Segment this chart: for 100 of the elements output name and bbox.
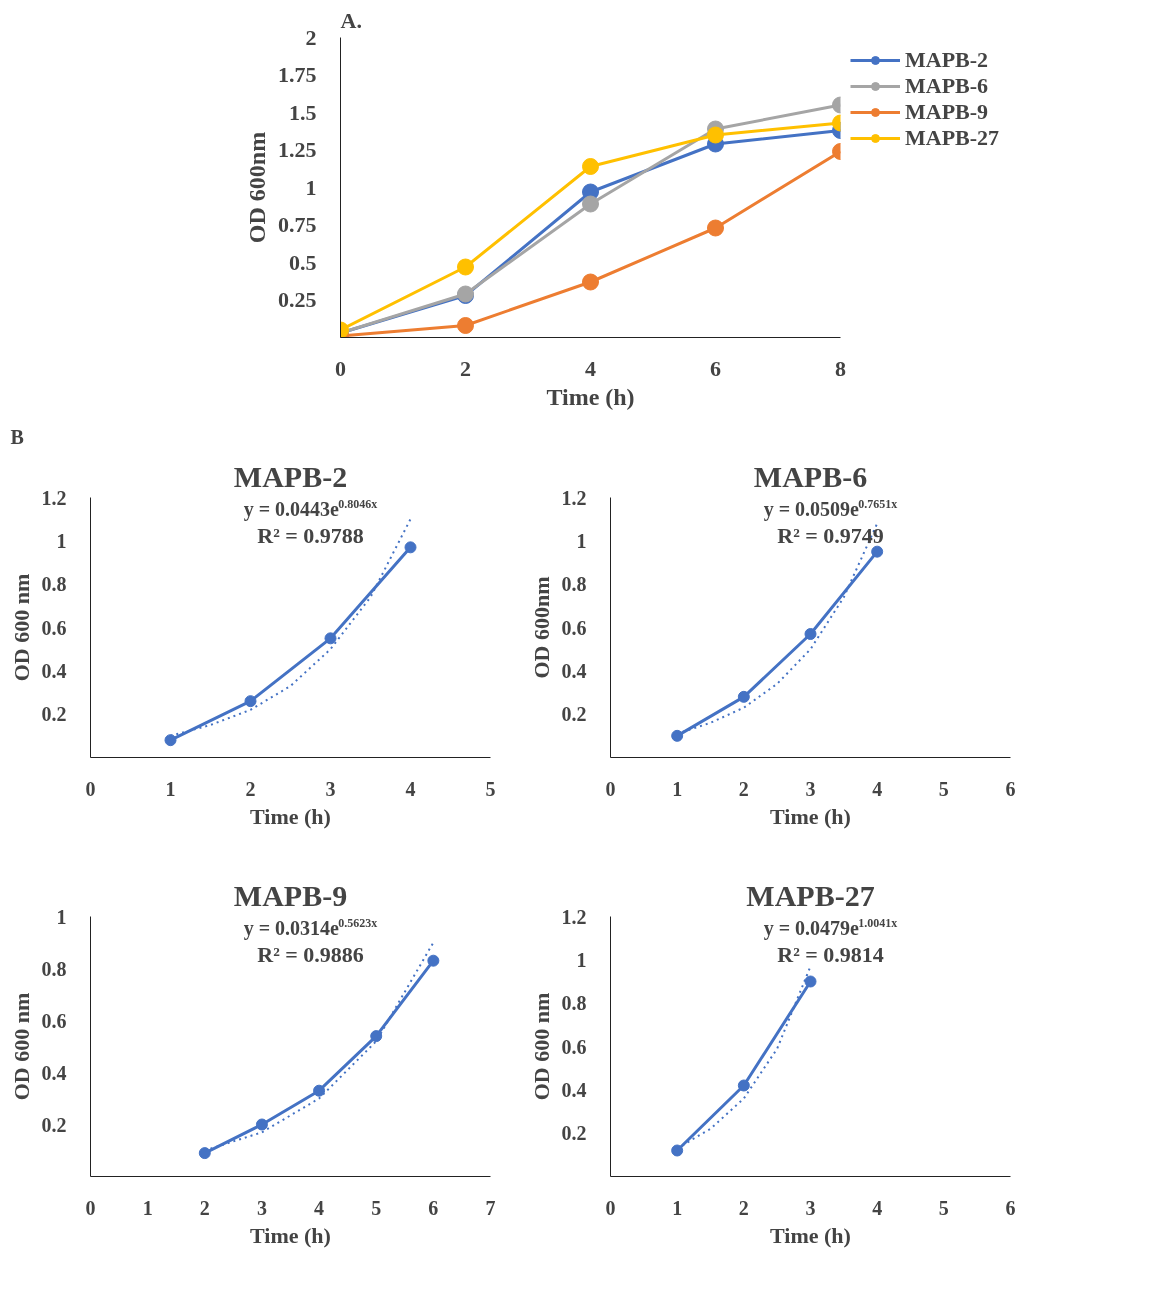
y-tick-label: 0.2 [41,703,67,726]
x-tick-label: 8 [835,355,846,381]
chart-title: MAPB-27 [746,878,875,912]
point [313,1084,326,1097]
x-tick-label: 3 [256,1196,267,1219]
y-axis-title: OD 600 nm [528,992,554,1101]
point [427,954,440,967]
x-tick-label: 2 [738,1196,749,1219]
y-tick-label: 0.4 [41,1061,67,1084]
point [804,975,817,988]
x-axis-title: Time (h) [546,383,635,410]
y-tick-label: 0.4 [561,659,587,682]
point [255,1118,268,1131]
x-tick-label: 0 [605,777,616,800]
legend-label: MAPB-9 [905,99,989,125]
y-tick-label: 1 [56,529,67,552]
y-tick-label: 0.8 [561,992,587,1015]
y-tick-label: 0.2 [41,1113,67,1136]
x-tick-label: 0 [335,355,346,381]
x-tick-label: 2 [199,1196,210,1219]
point [737,690,750,703]
x-tick-label: 5 [485,777,496,800]
point [404,541,417,554]
y-axis-title: OD 600 nm [8,573,34,682]
y-tick-label: 0.25 [278,287,317,312]
y-tick-label: 1 [576,948,587,971]
x-tick-label: 5 [938,1196,949,1219]
x-tick-label: 2 [245,777,256,800]
y-tick-label: 0.2 [561,1122,587,1145]
point [707,219,724,237]
point [164,734,177,747]
y-tick-label: 0.6 [41,616,67,639]
point [707,126,724,144]
y-tick-label: 1 [56,905,67,928]
point [671,1144,684,1157]
x-tick-label: 2 [460,355,471,381]
x-tick-label: 4 [405,777,416,800]
point [582,195,599,213]
y-tick-label: 1.5 [289,99,317,125]
y-tick-label: 1.2 [41,486,67,509]
legend-label: MAPB-27 [905,125,1000,151]
x-tick-label: 5 [371,1196,382,1219]
point [871,545,884,558]
y-tick-label: 0.8 [41,957,67,980]
point [582,273,599,291]
x-tick-label: 6 [1005,777,1016,800]
point [324,632,337,645]
x-tick-label: 3 [805,1196,816,1219]
x-tick-label: 1 [142,1196,153,1219]
x-tick-label: 7 [485,1196,496,1219]
x-axis-title: Time (h) [770,1222,851,1248]
y-axis-title: OD 600 nm [8,992,34,1101]
y-tick-label: 1 [576,529,587,552]
x-tick-label: 6 [710,355,721,381]
point [370,1030,383,1043]
x-tick-label: 6 [1005,1196,1016,1219]
x-tick-label: 6 [428,1196,439,1219]
point [804,628,817,640]
x-tick-label: 2 [738,777,749,800]
chart-title: MAPB-6 [753,459,868,493]
y-tick-label: 1.2 [561,486,587,509]
legend-label: MAPB-6 [905,73,989,99]
x-tick-label: 3 [325,777,336,800]
annotation: R² = 0.9788 [257,522,364,548]
y-axis-title: OD 600nm [244,131,270,244]
chart-title: MAPB-2 [233,459,348,493]
x-tick-label: 4 [872,1196,883,1219]
y-tick-label: 1 [305,174,317,200]
x-tick-label: 1 [672,777,683,800]
y-tick-label: 1.25 [278,137,317,162]
point [457,317,474,334]
y-tick-label: 0.6 [561,616,587,639]
y-axis-title: OD 600nm [528,576,554,679]
y-tick-label: 0.5 [289,249,317,275]
point [737,1079,750,1092]
x-tick-label: 4 [872,777,883,800]
x-axis-title: Time (h) [250,1222,331,1248]
legend-label: MAPB-2 [905,47,989,73]
point [457,258,474,276]
x-tick-label: 3 [805,777,816,800]
x-axis-title: Time (h) [770,803,851,829]
x-tick-label: 0 [605,1196,616,1219]
y-tick-label: 0.4 [41,659,67,682]
y-tick-label: 0.4 [561,1078,587,1101]
chart-title: MAPB-9 [233,878,348,912]
text: B [10,425,24,448]
y-tick-label: 1.75 [278,62,317,87]
point [198,1147,211,1160]
y-tick-label: 0.8 [41,573,67,596]
x-tick-label: 1 [672,1196,683,1219]
y-tick-label: 0.2 [561,703,587,726]
y-tick-label: 0.8 [561,573,587,596]
point [671,729,684,742]
y-tick-label: 0.6 [561,1035,587,1058]
y-tick-label: 1.2 [561,905,587,928]
chart-title: A. [340,7,362,33]
point [244,695,257,708]
annotation: R² = 0.9814 [777,941,884,967]
x-tick-label: 4 [314,1196,325,1219]
annotation: R² = 0.9749 [777,522,884,548]
